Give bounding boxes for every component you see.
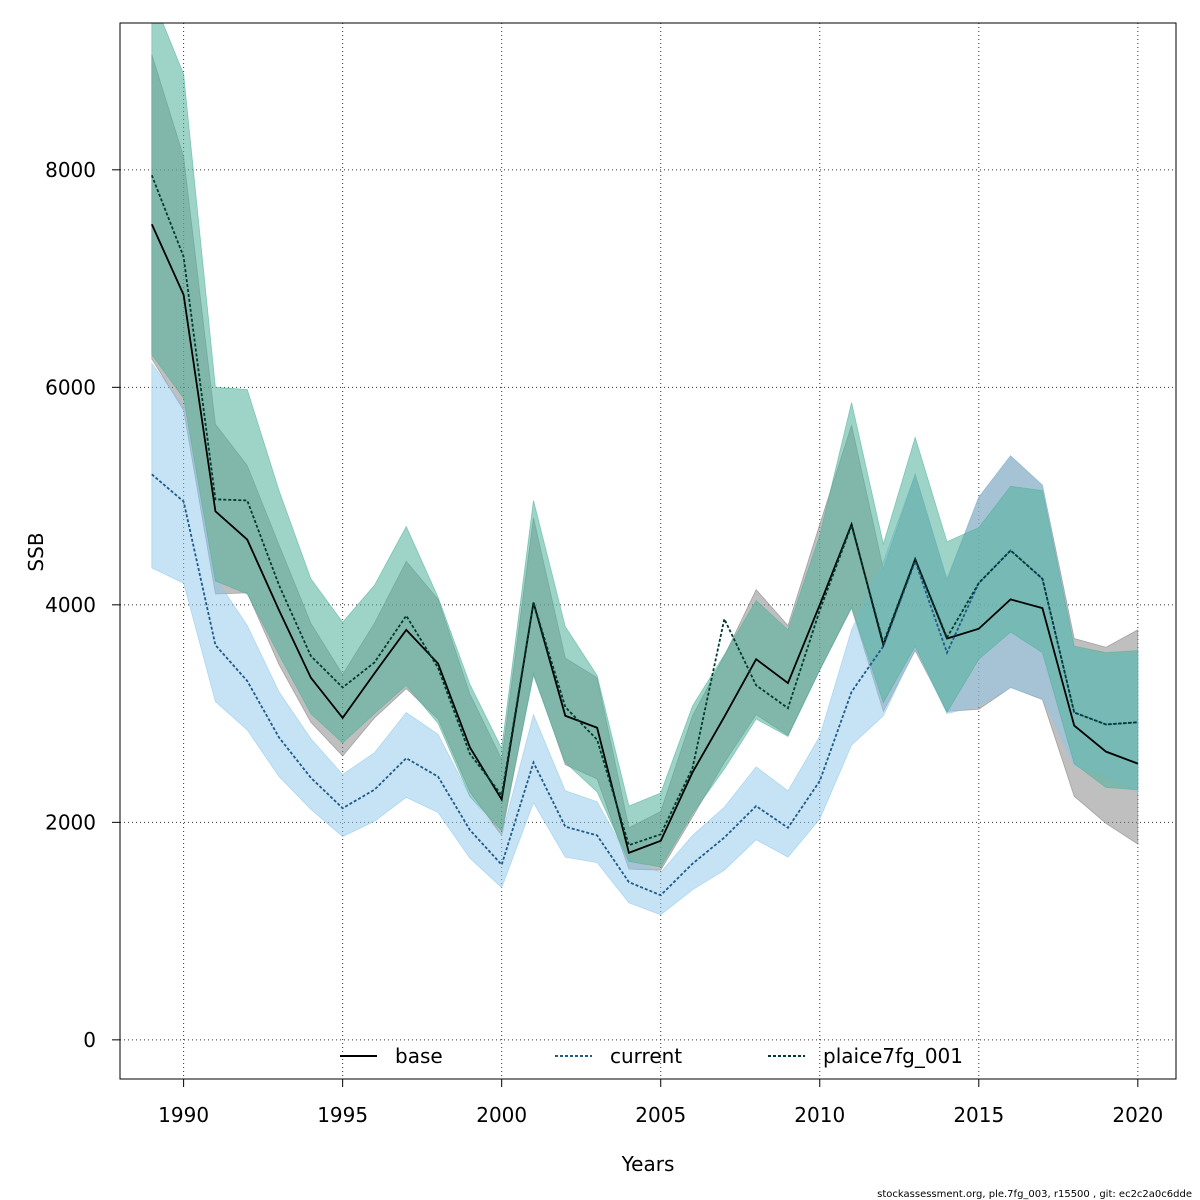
x-tick-label: 2015 [953, 1103, 1004, 1127]
x-axis-title: Years [621, 1152, 675, 1176]
confidence-bands [151, 23, 1139, 916]
x-tick-label: 2010 [794, 1103, 845, 1127]
legend: base current plaice7fg_001 [340, 1044, 963, 1068]
band-plaice7fg-001 [151, 23, 1139, 868]
y-tick-label: 4000 [45, 593, 96, 617]
x-tick-label: 2000 [476, 1103, 527, 1127]
line-plaice7fg-001 [150, 174, 1138, 847]
plot-frame [119, 22, 1177, 1080]
x-tick-label: 2005 [635, 1103, 686, 1127]
legend-label-base: base [395, 1044, 443, 1068]
line-base [150, 223, 1139, 854]
y-axis: 0 2000 4000 6000 8000 [45, 158, 120, 1052]
y-axis-title: SSB [24, 532, 48, 571]
line-current [151, 473, 1138, 897]
band-current [151, 362, 1139, 916]
footer-note: stockassessment.org, ple.7fg_003, r15500… [877, 1189, 1192, 1200]
x-axis: 1990 1995 2000 2005 2010 2015 2020 [158, 1079, 1163, 1127]
legend-label-plaice7fg-001: plaice7fg_001 [823, 1044, 963, 1068]
x-tick-label: 1995 [317, 1103, 368, 1127]
y-tick-label: 0 [83, 1028, 96, 1052]
y-tick-label: 8000 [45, 158, 96, 182]
x-tick-label: 1990 [158, 1103, 209, 1127]
x-tick-label: 2020 [1112, 1103, 1163, 1127]
y-tick-label: 2000 [45, 810, 96, 834]
series-lines [150, 174, 1139, 897]
legend-label-current: current [610, 1044, 682, 1068]
y-tick-label: 6000 [45, 375, 96, 399]
